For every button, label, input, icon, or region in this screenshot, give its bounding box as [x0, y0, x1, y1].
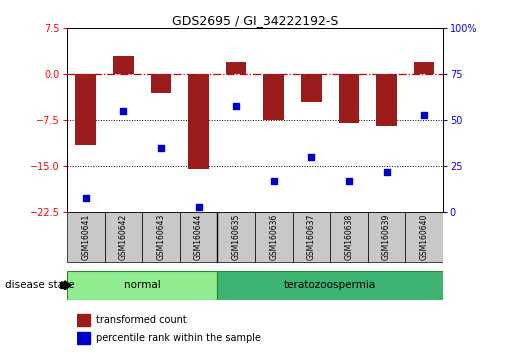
- Text: GSM160643: GSM160643: [157, 214, 165, 261]
- Text: GSM160639: GSM160639: [382, 214, 391, 261]
- Bar: [405, 212, 443, 262]
- Title: GDS2695 / GI_34222192-S: GDS2695 / GI_34222192-S: [171, 14, 338, 27]
- Point: [81, 195, 90, 200]
- Text: transformed count: transformed count: [96, 315, 186, 325]
- Bar: [142, 212, 180, 262]
- Point: [345, 178, 353, 184]
- Bar: [226, 62, 247, 74]
- Text: percentile rank within the sample: percentile rank within the sample: [96, 333, 261, 343]
- Bar: [376, 74, 397, 126]
- Bar: [263, 74, 284, 120]
- Point: [119, 108, 128, 114]
- Bar: [338, 74, 359, 124]
- Point: [269, 178, 278, 184]
- Point: [195, 204, 203, 210]
- Bar: [75, 74, 96, 145]
- Text: teratozoospermia: teratozoospermia: [284, 280, 376, 290]
- Bar: [217, 271, 443, 300]
- Point: [382, 169, 390, 175]
- Text: GSM160640: GSM160640: [420, 214, 428, 261]
- Bar: [67, 212, 105, 262]
- Text: GSM160637: GSM160637: [307, 214, 316, 261]
- Text: normal: normal: [124, 280, 161, 290]
- Point: [232, 103, 240, 108]
- Bar: [330, 212, 368, 262]
- Text: disease state: disease state: [5, 280, 75, 290]
- Text: GSM160641: GSM160641: [81, 214, 90, 260]
- Text: GSM160636: GSM160636: [269, 214, 278, 261]
- Text: GSM160644: GSM160644: [194, 214, 203, 261]
- Bar: [301, 74, 322, 102]
- Point: [420, 112, 428, 118]
- Bar: [293, 212, 330, 262]
- Bar: [77, 332, 90, 344]
- Bar: [368, 212, 405, 262]
- Text: GSM160635: GSM160635: [232, 214, 241, 261]
- Bar: [67, 271, 217, 300]
- Bar: [188, 74, 209, 170]
- Text: GSM160638: GSM160638: [345, 214, 353, 260]
- Point: [307, 154, 315, 160]
- Bar: [180, 212, 217, 262]
- Bar: [113, 56, 134, 74]
- Bar: [414, 62, 435, 74]
- Bar: [150, 74, 171, 93]
- Bar: [255, 212, 293, 262]
- Bar: [105, 212, 142, 262]
- Text: GSM160642: GSM160642: [119, 214, 128, 260]
- Bar: [217, 212, 255, 262]
- Point: [157, 145, 165, 151]
- Bar: [77, 314, 90, 326]
